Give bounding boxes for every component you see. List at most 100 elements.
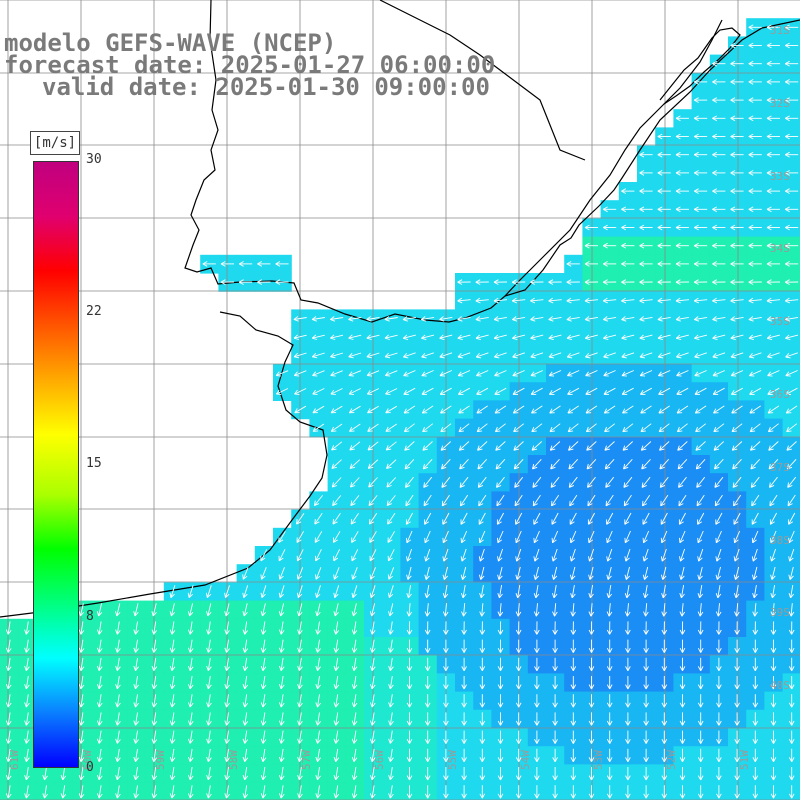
wind-arrow xyxy=(461,694,467,708)
wind-arrow xyxy=(768,441,779,451)
wind-arrow xyxy=(679,657,686,672)
wind-arrow xyxy=(460,494,469,507)
wind-arrow xyxy=(551,566,558,580)
wind-arrow xyxy=(748,133,762,140)
wind-arrow xyxy=(439,352,453,359)
wind-arrow xyxy=(421,370,434,377)
wind-arrow xyxy=(293,316,307,322)
wind-arrow xyxy=(693,242,708,249)
wind-arrow xyxy=(260,639,267,653)
wind-arrow xyxy=(730,279,744,285)
wind-arrow xyxy=(786,441,797,451)
wind-arrow xyxy=(657,279,671,285)
wind-arrow xyxy=(588,639,595,653)
wind-arrow xyxy=(461,767,467,781)
wind-arrow xyxy=(624,512,632,525)
wind-arrow xyxy=(459,476,469,488)
wind-arrow xyxy=(366,316,380,322)
wind-arrow xyxy=(548,316,562,322)
wind-arrow xyxy=(368,477,378,488)
wind-arrow xyxy=(115,785,121,799)
wind-arrow xyxy=(695,441,706,451)
wind-arrow xyxy=(621,261,635,267)
wind-arrow xyxy=(770,785,777,799)
wind-arrow xyxy=(712,224,726,231)
wind-arrow xyxy=(115,621,121,635)
wind-arrow xyxy=(406,694,413,708)
wind-arrow xyxy=(550,458,560,470)
wind-arrow xyxy=(714,476,724,488)
wind-arrow xyxy=(115,730,121,744)
wind-arrow xyxy=(275,279,289,285)
wind-arrow xyxy=(443,748,449,763)
wind-arrow xyxy=(697,767,704,781)
wind-arrow xyxy=(641,458,651,470)
wind-arrow xyxy=(530,297,544,304)
wind-arrow xyxy=(552,621,558,635)
wind-arrow xyxy=(697,603,704,617)
wind-arrow xyxy=(515,676,522,690)
wind-arrow xyxy=(115,603,121,617)
longitude-label: 51W xyxy=(738,750,751,770)
wind-arrow xyxy=(405,476,414,488)
wind-arrow xyxy=(786,458,797,470)
wind-arrow xyxy=(642,494,651,507)
wind-arrow xyxy=(697,530,704,544)
wind-arrow xyxy=(623,458,633,470)
wind-arrow xyxy=(330,388,343,395)
wind-arrow xyxy=(534,730,540,744)
wind-arrow xyxy=(333,712,340,726)
wind-arrow xyxy=(424,712,431,726)
wind-arrow xyxy=(730,115,744,122)
wind-arrow xyxy=(788,767,795,781)
wind-arrow xyxy=(367,423,379,432)
wind-arrow xyxy=(697,621,704,635)
wind-arrow xyxy=(369,748,376,762)
wind-arrow xyxy=(676,387,689,395)
wind-arrow xyxy=(5,639,12,653)
wind-arrow xyxy=(625,748,631,763)
wind-arrow xyxy=(552,730,558,744)
wind-arrow xyxy=(278,767,285,781)
wind-arrow xyxy=(368,513,378,525)
wind-arrow xyxy=(260,621,267,635)
wind-arrow xyxy=(479,657,486,672)
wind-arrow xyxy=(715,566,722,580)
wind-arrow xyxy=(734,785,740,799)
wind-arrow xyxy=(187,730,194,744)
wind-arrow xyxy=(424,621,431,635)
wind-arrow xyxy=(385,423,397,432)
wind-arrow xyxy=(693,297,708,304)
wind-arrow xyxy=(621,279,635,285)
wind-arrow xyxy=(115,657,121,671)
wind-arrow xyxy=(766,151,780,158)
wind-arrow xyxy=(475,297,489,304)
wind-arrow xyxy=(497,730,504,744)
wind-arrow xyxy=(766,170,780,176)
wind-arrow xyxy=(552,639,558,653)
wind-arrow xyxy=(512,405,525,414)
wind-arrow xyxy=(770,530,777,544)
wind-arrow xyxy=(784,279,799,285)
wind-arrow xyxy=(752,785,759,799)
wind-arrow xyxy=(549,405,561,414)
wind-arrow xyxy=(478,494,487,507)
wind-arrow xyxy=(770,657,777,672)
wind-arrow xyxy=(734,712,740,726)
wind-arrow xyxy=(133,785,139,799)
wind-arrow xyxy=(460,585,467,599)
wind-arrow xyxy=(476,405,488,414)
wind-arrow xyxy=(788,548,795,562)
wind-arrow xyxy=(348,352,362,359)
wind-arrow xyxy=(660,530,668,544)
wind-arrow xyxy=(621,352,635,359)
wind-arrow xyxy=(570,730,577,744)
wind-arrow xyxy=(187,603,194,617)
wind-arrow xyxy=(495,441,506,451)
wind-arrow xyxy=(605,476,615,488)
wind-arrow xyxy=(278,621,285,635)
wind-arrow xyxy=(260,767,267,781)
wind-arrow xyxy=(315,785,321,799)
wind-arrow xyxy=(785,370,798,377)
